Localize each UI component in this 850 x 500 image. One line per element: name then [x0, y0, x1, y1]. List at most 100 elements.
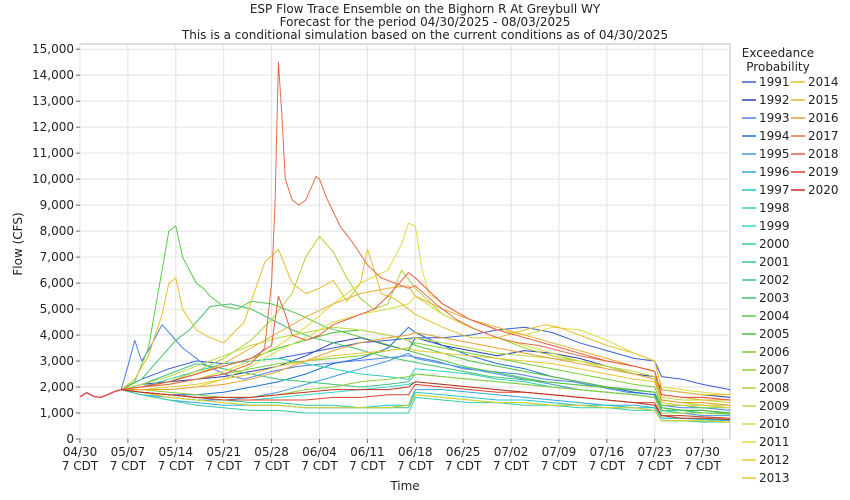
- y-axis-label: Flow (CFS): [11, 212, 25, 275]
- legend-label-1997: 1997: [759, 183, 790, 197]
- series-line-1993: [120, 324, 731, 411]
- x-tick-label-tz: 7 CDT: [158, 459, 195, 473]
- legend-label-2018: 2018: [808, 147, 839, 161]
- legend-label-2011: 2011: [759, 435, 790, 449]
- x-tick-label-tz: 7 CDT: [205, 459, 242, 473]
- series-line-2004: [120, 225, 731, 414]
- x-tick-label-tz: 7 CDT: [684, 459, 721, 473]
- chart-subtitle-1: Forecast for the period 04/30/2025 - 08/…: [280, 15, 571, 29]
- legend-label-2001: 2001: [759, 255, 790, 269]
- legend-label-2019: 2019: [808, 165, 839, 179]
- series-line-2014: [120, 248, 730, 396]
- y-tick-label: 10,000: [32, 172, 74, 186]
- series-line-2016: [121, 332, 731, 406]
- x-tick-label-date: 07/30: [685, 445, 720, 459]
- x-tick-label-date: 05/07: [111, 445, 146, 459]
- series-line-2017: [121, 61, 731, 401]
- legend-label-2012: 2012: [759, 453, 790, 467]
- y-tick-label: 14,000: [32, 68, 74, 82]
- x-tick-label-tz: 7 CDT: [62, 459, 99, 473]
- series-line-2013: [121, 347, 731, 409]
- legend-label-2009: 2009: [759, 399, 790, 413]
- series-layer: [79, 61, 731, 423]
- y-tick-label: 0: [66, 432, 74, 446]
- legend-label-1998: 1998: [759, 201, 790, 215]
- legend-label-1991: 1991: [759, 75, 790, 89]
- legend-label-1999: 1999: [759, 219, 790, 233]
- legend-label-2003: 2003: [759, 291, 790, 305]
- grid: [79, 44, 730, 440]
- legend-label-2008: 2008: [759, 381, 790, 395]
- x-tick-label-date: 05/14: [158, 445, 193, 459]
- series-line-2009: [120, 326, 731, 404]
- x-tick-label-tz: 7 CDT: [541, 459, 578, 473]
- legend: Exceedance Probability 1991 1992 1993 1994 1…: [742, 46, 839, 485]
- y-tick-label: 4,000: [40, 328, 74, 342]
- x-tick-label-tz: 7 CDT: [253, 459, 290, 473]
- series-line-2019: [121, 383, 731, 419]
- chart-subtitle-2: This is a conditional simulation based o…: [181, 28, 668, 42]
- x-tick-label-date: 04/30: [63, 445, 98, 459]
- series-line-2006: [121, 342, 730, 409]
- legend-label-1992: 1992: [759, 93, 790, 107]
- observed-line: [79, 388, 122, 399]
- x-axis-label: Time: [389, 479, 419, 493]
- x-tick-label-date: 06/18: [398, 445, 433, 459]
- legend-label-1993: 1993: [759, 111, 790, 125]
- y-tick-label: 15,000: [32, 42, 74, 56]
- legend-label-2014: 2014: [808, 75, 839, 89]
- legend-label-2016: 2016: [808, 111, 839, 125]
- y-tick-label: 3,000: [40, 354, 74, 368]
- x-tick-label-tz: 7 CDT: [637, 459, 674, 473]
- legend-label-2010: 2010: [759, 417, 790, 431]
- legend-label-2015: 2015: [808, 93, 839, 107]
- legend-title-1: Exceedance: [742, 46, 814, 60]
- y-tick-label: 12,000: [32, 120, 74, 134]
- y-tick-label: 8,000: [40, 224, 74, 238]
- x-tick-label-date: 07/16: [590, 445, 625, 459]
- legend-label-1994: 1994: [759, 129, 790, 143]
- y-tick-label: 9,000: [40, 198, 74, 212]
- x-tick-label-tz: 7 CDT: [349, 459, 386, 473]
- legend-label-2006: 2006: [759, 345, 790, 359]
- legend-label-2007: 2007: [759, 363, 790, 377]
- legend-label-2002: 2002: [759, 273, 790, 287]
- x-tick-label-date: 06/11: [350, 445, 385, 459]
- x-tick-label-tz: 7 CDT: [445, 459, 482, 473]
- x-tick-label-date: 07/09: [542, 445, 577, 459]
- y-axis: 0 1,000 2,000 3,000 4,000 5,000 6,000 7,000 8,00…: [32, 42, 80, 446]
- series-line-2012: [121, 389, 731, 423]
- x-tick-label-date: 07/02: [494, 445, 529, 459]
- y-tick-label: 11,000: [32, 146, 74, 160]
- legend-label-2020: 2020: [808, 183, 839, 197]
- y-tick-label: 1,000: [40, 406, 74, 420]
- x-tick-label-tz: 7 CDT: [110, 459, 147, 473]
- x-tick-label-date: 07/23: [637, 445, 672, 459]
- y-tick-label: 7,000: [40, 250, 74, 264]
- x-tick-label-tz: 7 CDT: [493, 459, 530, 473]
- x-tick-label-tz: 7 CDT: [589, 459, 626, 473]
- legend-label-1996: 1996: [759, 165, 790, 179]
- series-line-2020: [121, 381, 731, 420]
- legend-label-2000: 2000: [759, 237, 790, 251]
- x-tick-label-date: 06/04: [302, 445, 337, 459]
- y-tick-label: 2,000: [40, 380, 74, 394]
- series-line-2018: [121, 272, 731, 401]
- x-tick-label-tz: 7 CDT: [397, 459, 434, 473]
- x-tick-label-date: 06/25: [446, 445, 481, 459]
- legend-label-2017: 2017: [808, 129, 839, 143]
- y-tick-label: 13,000: [32, 94, 74, 108]
- legend-label-2013: 2013: [759, 471, 790, 485]
- legend-label-1995: 1995: [759, 147, 790, 161]
- chart-title: ESP Flow Trace Ensemble on the Bighorn R…: [250, 2, 601, 16]
- x-tick-label-date: 05/28: [254, 445, 289, 459]
- y-tick-label: 5,000: [40, 302, 74, 316]
- x-tick-label-tz: 7 CDT: [301, 459, 338, 473]
- x-tick-label-date: 05/21: [206, 445, 241, 459]
- y-tick-label: 6,000: [40, 276, 74, 290]
- series-line-1994: [121, 326, 730, 414]
- legend-title-2: Probability: [746, 60, 809, 74]
- legend-label-2004: 2004: [759, 309, 790, 323]
